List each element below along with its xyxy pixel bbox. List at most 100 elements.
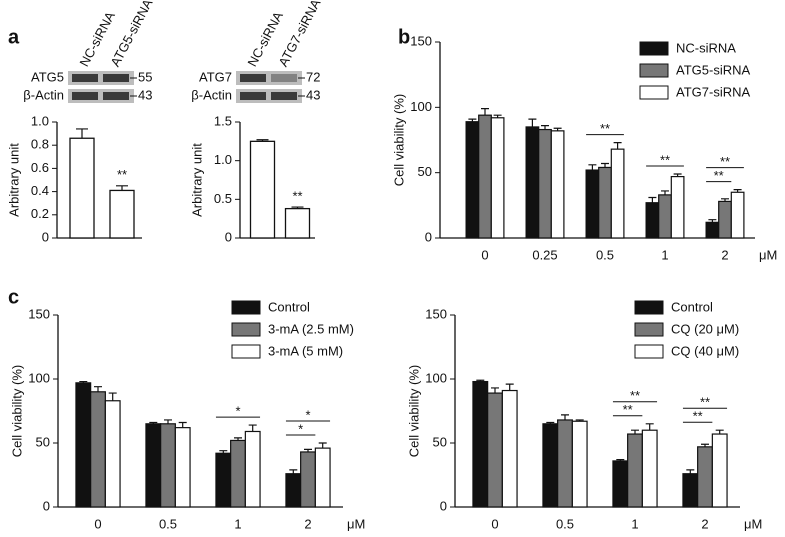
y-tick-label: 1.0 <box>31 113 49 128</box>
bar <box>472 380 489 508</box>
error-bar <box>491 387 499 394</box>
blot-band <box>72 92 98 100</box>
legend-label: CQ (20 μM) <box>671 321 739 336</box>
y-tick-label: 1.5 <box>214 113 232 128</box>
bar <box>490 117 505 239</box>
x-unit: μM <box>759 247 777 262</box>
significance: * <box>298 421 303 436</box>
significance: ** <box>623 402 633 417</box>
y-axis-label: Arbitrary unit <box>189 143 204 217</box>
significance: ** <box>292 189 302 204</box>
bar <box>571 420 588 508</box>
y-axis-label: Cell viability (%) <box>9 365 24 457</box>
blot-band <box>72 74 98 82</box>
blot-band <box>240 92 266 100</box>
panel-letter: c <box>8 286 19 308</box>
error-bar <box>673 173 682 177</box>
category-label: ATG5-siRNA <box>107 0 155 69</box>
y-tick-label: 0 <box>225 229 232 244</box>
error-bar <box>178 421 187 428</box>
bar <box>109 189 135 239</box>
error-bar <box>528 118 537 127</box>
bar <box>487 392 503 508</box>
legend-label: CQ (40 μM) <box>671 343 739 358</box>
y-tick-label: 0 <box>42 229 49 244</box>
bar <box>641 429 658 508</box>
blot-label: β-Actin <box>191 87 232 102</box>
bar <box>284 207 311 239</box>
bar <box>160 423 176 508</box>
error-bar <box>645 423 654 431</box>
error-bar <box>575 419 584 422</box>
blot-label: ATG5 <box>31 69 64 84</box>
bar <box>465 121 480 239</box>
error-bar <box>601 162 609 168</box>
y-tick-label: 0.4 <box>31 183 49 198</box>
y-tick-label: 50 <box>418 164 432 179</box>
y-tick-label: 100 <box>425 370 447 385</box>
bar <box>612 460 629 508</box>
bar <box>585 169 600 239</box>
legend-label: 3-mA (2.5 mM) <box>268 321 354 336</box>
bar <box>705 221 720 239</box>
significance: ** <box>600 121 610 136</box>
y-tick-label: 0 <box>440 498 447 513</box>
significance: ** <box>693 409 703 424</box>
y-tick-label: 50 <box>36 434 50 449</box>
y-tick-label: 150 <box>410 33 432 48</box>
x-tick-label: 0 <box>481 247 488 262</box>
x-unit: μM <box>744 516 762 531</box>
error-bar <box>79 380 88 383</box>
y-tick-label: 0.5 <box>214 191 232 206</box>
legend-swatch <box>231 344 261 359</box>
panel-letter: a <box>8 26 20 48</box>
x-tick-label: 0.5 <box>596 247 614 262</box>
x-tick-label: 1 <box>631 516 638 531</box>
bar <box>90 391 106 508</box>
bar <box>697 446 713 508</box>
error-bar <box>248 424 257 432</box>
bar <box>75 382 92 508</box>
error-bar <box>553 127 562 131</box>
bar <box>718 200 732 239</box>
error-bar <box>708 219 717 223</box>
error-bar <box>289 469 298 474</box>
y-tick-label: 0.2 <box>31 206 49 221</box>
error-bar <box>304 448 312 452</box>
bar <box>525 126 540 239</box>
legend-label: ATG7-siRNA <box>676 84 750 99</box>
bar <box>300 451 316 508</box>
error-bar <box>481 108 489 116</box>
error-bar <box>686 469 695 474</box>
bar <box>244 430 261 508</box>
y-tick-label: 0.6 <box>31 160 49 175</box>
blot-label: ATG7 <box>199 69 232 84</box>
error-bar <box>648 196 657 203</box>
legend-label: 3-mA (5 mM) <box>268 343 343 358</box>
panel-letter: b <box>398 26 410 48</box>
category-label: ATG7-siRNA <box>275 0 323 69</box>
error-bar <box>546 421 555 424</box>
x-tick-label: 2 <box>701 516 708 531</box>
blot-band <box>103 74 129 82</box>
bar <box>598 166 612 239</box>
bar <box>645 202 660 239</box>
x-tick-label: 1 <box>661 247 668 262</box>
significance: ** <box>714 168 724 183</box>
bar <box>538 128 552 239</box>
x-unit: μM <box>347 516 365 531</box>
blot-band <box>271 74 297 82</box>
significance: ** <box>660 152 670 167</box>
error-bar <box>108 392 117 401</box>
blot-size: 55 <box>138 69 152 84</box>
y-axis-label: Arbitrary unit <box>6 143 21 217</box>
bar <box>658 194 672 239</box>
x-tick-label: 2 <box>721 247 728 262</box>
significance: ** <box>720 154 730 169</box>
error-bar <box>76 128 88 139</box>
bar <box>478 114 492 239</box>
y-tick-label: 100 <box>28 370 50 385</box>
bar <box>145 423 162 508</box>
blot-size: 43 <box>138 87 152 102</box>
blot-band <box>103 92 129 100</box>
